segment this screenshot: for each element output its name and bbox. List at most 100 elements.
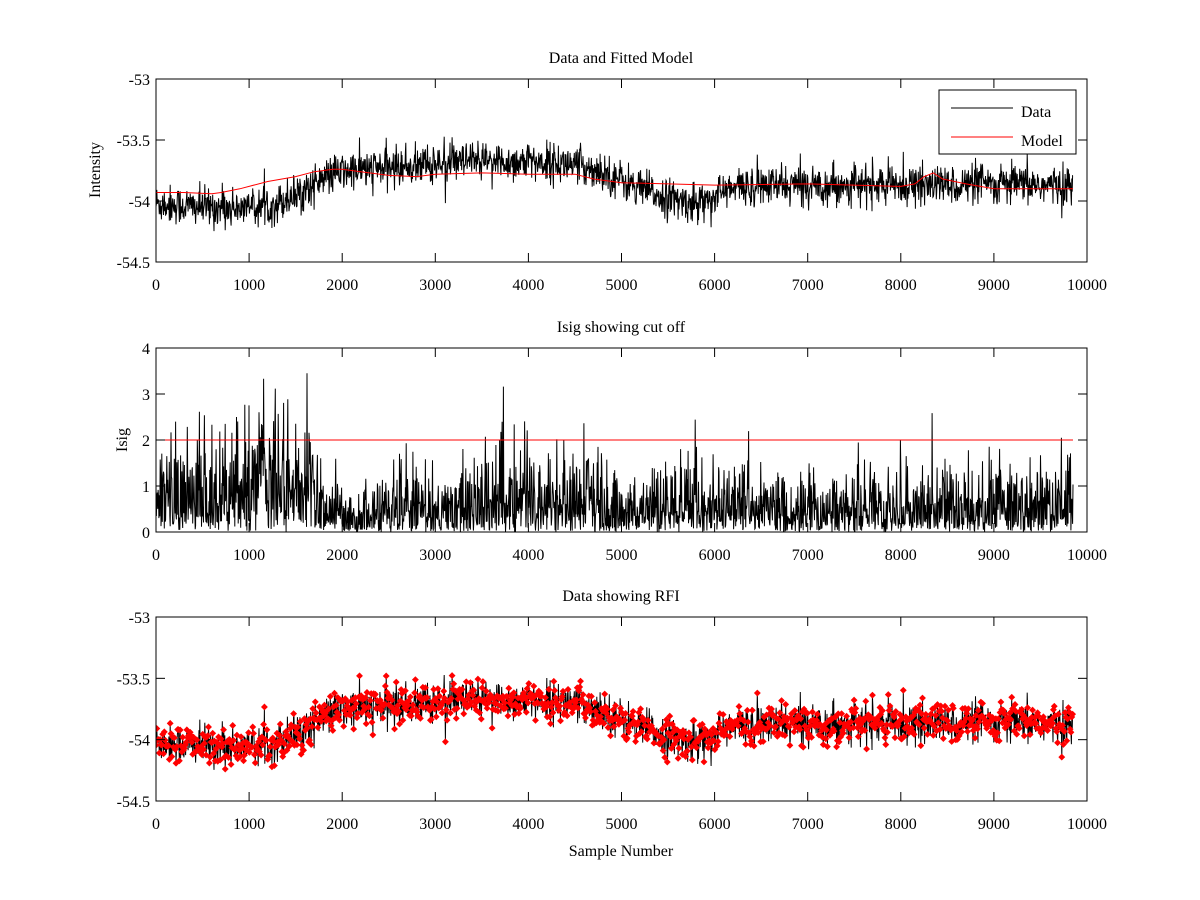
rfi-marker [637, 728, 645, 736]
rfi-marker [423, 694, 431, 701]
x-tick-label: 6000 [699, 547, 731, 564]
series-line-data [156, 136, 1074, 232]
rfi-marker [863, 745, 871, 753]
rfi-marker [830, 727, 838, 735]
rfi-marker [391, 725, 398, 733]
x-tick-label: 9000 [978, 816, 1010, 833]
rfi-marker [632, 738, 640, 745]
rfi-marker [577, 677, 584, 685]
rfi-marker [296, 718, 304, 725]
x-tick-label: 4000 [512, 277, 544, 294]
rfi-marker [283, 746, 291, 754]
rfi-marker [1006, 709, 1014, 717]
rfi-marker [835, 738, 843, 746]
rfi-marker [1026, 731, 1034, 739]
rfi-marker [309, 705, 317, 713]
rfi-marker [293, 741, 301, 749]
rfi-marker [361, 694, 369, 702]
rfi-marker [275, 741, 283, 749]
y-tick-label: 2 [142, 433, 150, 450]
rfi-marker [311, 698, 319, 706]
x-tick-label: 10000 [1067, 816, 1107, 833]
rfi-marker [386, 692, 393, 700]
y-tick-label: -54 [129, 733, 150, 750]
rfi-marker [446, 709, 454, 717]
rfi-marker [546, 713, 554, 721]
rfi-marker [890, 713, 898, 721]
x-tick-label: 10000 [1067, 277, 1107, 294]
rfi-marker [273, 729, 281, 737]
axis-ticks: 0 1000 2000 3000 4000 5000 6000 7000 8000 9000 100… [117, 72, 1107, 294]
rfi-marker [750, 742, 758, 750]
x-tick-label: 5000 [606, 816, 638, 833]
rfi-marker [881, 734, 889, 742]
rfi-marker [175, 757, 183, 765]
rfi-marker [780, 713, 788, 721]
rfi-marker [1055, 710, 1062, 718]
rfi-marker [774, 715, 782, 723]
rfi-marker [478, 684, 486, 692]
rfi-marker [886, 702, 894, 710]
rfi-marker [1018, 705, 1026, 713]
rfi-marker [467, 679, 474, 687]
rfi-marker [838, 710, 846, 718]
rfi-marker [308, 723, 316, 730]
rfi-marker [744, 718, 752, 726]
subplot-isig-showing-cut-off: Isig showing cut off Isig 0 1000 2000 3000 4… [114, 319, 1107, 564]
rfi-marker [259, 741, 267, 749]
rfi-marker [263, 726, 271, 734]
rfi-marker [607, 732, 614, 740]
series-line-model [156, 168, 1073, 195]
x-tick-label: 6000 [699, 816, 731, 833]
rfi-marker [644, 716, 652, 724]
rfi-marker [964, 705, 972, 713]
rfi-marker [899, 686, 907, 694]
x-tick-label: 3000 [419, 547, 451, 564]
rfi-marker [994, 729, 1001, 737]
rfi-marker [438, 709, 446, 717]
y-tick-label: -53 [129, 610, 150, 627]
rfi-marker [369, 731, 377, 739]
rfi-marker [786, 741, 794, 749]
rfi-marker [483, 704, 491, 712]
x-tick-label: 7000 [792, 816, 824, 833]
rfi-marker [587, 708, 594, 716]
rfi-marker [869, 691, 876, 699]
rfi-marker [488, 724, 496, 732]
rfi-marker [748, 737, 755, 745]
rfi-marker [563, 712, 571, 720]
rfi-marker [168, 753, 176, 761]
rfi-marker [327, 722, 335, 730]
rfi-marker [680, 735, 688, 743]
rfi-marker [625, 728, 633, 736]
rfi-marker [878, 719, 886, 727]
rfi-marker [753, 689, 761, 697]
rfi-marker [166, 719, 174, 727]
x-tick-label: 2000 [326, 547, 358, 564]
rfi-marker [312, 709, 320, 717]
rfi-marker [1020, 732, 1028, 740]
rfi-marker [1000, 710, 1008, 717]
x-tick-label: 8000 [885, 277, 917, 294]
rfi-marker [441, 738, 449, 746]
rfi-marker [509, 693, 517, 701]
rfi-marker [768, 705, 775, 713]
y-tick-label: -54.5 [117, 794, 150, 811]
rfi-marker [735, 703, 743, 710]
rfi-marker [329, 727, 337, 734]
rfi-marker [399, 716, 407, 724]
rfi-marker [336, 716, 343, 724]
plot-area [156, 373, 1074, 532]
rfi-marker [230, 736, 237, 744]
rfi-marker [381, 682, 389, 690]
rfi-marker [949, 704, 957, 712]
rfi-marker [808, 708, 816, 716]
rfi-marker [294, 723, 302, 731]
rfi-marker [198, 751, 206, 758]
rfi-marker [971, 734, 979, 742]
rfi-marker [238, 744, 246, 752]
rfi-marker [919, 694, 926, 702]
rfi-marker [494, 707, 502, 715]
rfi-marker [885, 706, 893, 714]
rfi-marker [441, 694, 449, 702]
